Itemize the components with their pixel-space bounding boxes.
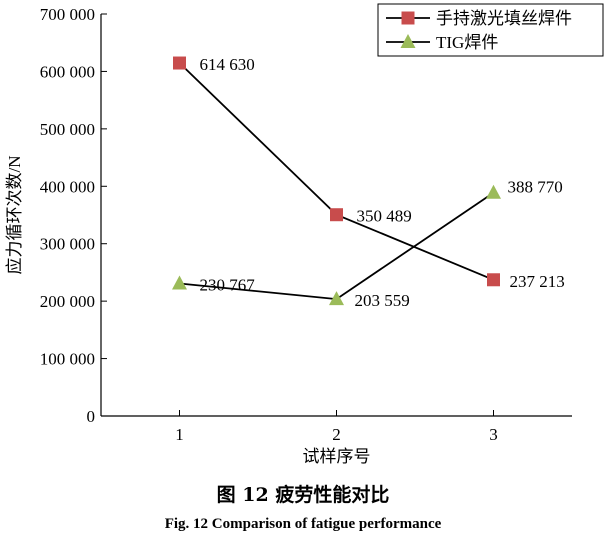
legend-label: 手持激光填丝焊件 — [436, 9, 572, 28]
legend-box — [377, 3, 604, 57]
y-tick-label: 600 000 — [40, 62, 95, 81]
x-axis-title: 试样序号 — [303, 447, 371, 466]
triangle-marker — [400, 34, 416, 48]
y-axis-title: 应力循环次数/N — [5, 156, 24, 275]
data-label: 350 489 — [357, 207, 412, 226]
data-label: 388 770 — [508, 178, 563, 197]
data-label: 230 767 — [200, 275, 256, 294]
y-tick-label: 400 000 — [40, 177, 95, 196]
series-1: 614 630 350 489 237 213 — [173, 55, 565, 291]
x-tick-label: 2 — [332, 425, 341, 444]
y-tick-label: 700 000 — [40, 5, 95, 24]
data-label: 237 213 — [510, 272, 565, 291]
triangle-marker — [329, 291, 344, 306]
square-marker — [487, 273, 500, 287]
data-label: 614 630 — [200, 55, 255, 74]
figure-caption-en: Fig. 12 Comparison of fatigue performanc… — [164, 516, 442, 532]
y-tick-label: 100 000 — [40, 350, 95, 369]
legend-label: TIG焊件 — [436, 33, 498, 52]
square-marker — [401, 11, 415, 25]
series-2: 230 767 203 559 388 770 — [172, 178, 563, 310]
series-layer: 614 630 350 489 237 213 230 767 203 559 388 7… — [172, 55, 565, 310]
legend: 手持激光填丝焊件 TIG焊件 — [377, 3, 604, 57]
y-tick-label: 0 — [87, 407, 96, 426]
series-line — [178, 62, 494, 281]
x-tick-label: 3 — [489, 425, 498, 444]
square-marker — [173, 56, 186, 70]
y-tick-label: 300 000 — [40, 235, 95, 254]
fatigue-line-chart: 0 100 000 200 000 300 000 400 000 500 000 600 … — [5, 3, 604, 466]
y-tick-label: 200 000 — [40, 292, 95, 311]
figure-caption-cn: 图 12 疲劳性能对比 — [216, 484, 390, 506]
x-tick-label: 1 — [175, 425, 184, 444]
y-tick-label: 500 000 — [40, 120, 95, 139]
square-marker — [330, 208, 343, 222]
triangle-marker — [486, 184, 501, 199]
triangle-marker — [172, 275, 187, 290]
axes: 0 100 000 200 000 300 000 400 000 500 000 600 … — [5, 5, 572, 466]
data-label: 203 559 — [355, 291, 410, 310]
